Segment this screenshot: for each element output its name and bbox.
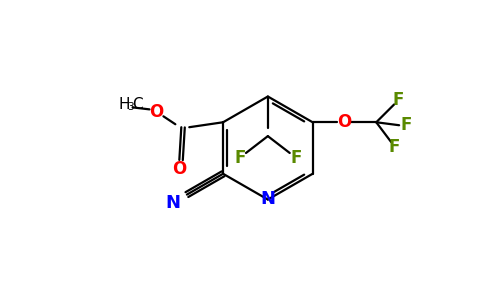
Text: F: F bbox=[290, 149, 302, 167]
Text: N: N bbox=[166, 194, 181, 211]
Text: N: N bbox=[260, 190, 275, 208]
Text: O: O bbox=[172, 160, 186, 178]
Text: O: O bbox=[150, 103, 164, 122]
Text: F: F bbox=[234, 149, 246, 167]
Text: C: C bbox=[133, 97, 143, 112]
Text: H: H bbox=[119, 97, 130, 112]
Text: F: F bbox=[393, 92, 404, 110]
Text: F: F bbox=[389, 138, 400, 156]
Text: 3: 3 bbox=[127, 102, 134, 112]
Text: F: F bbox=[400, 116, 412, 134]
Text: O: O bbox=[337, 113, 351, 131]
